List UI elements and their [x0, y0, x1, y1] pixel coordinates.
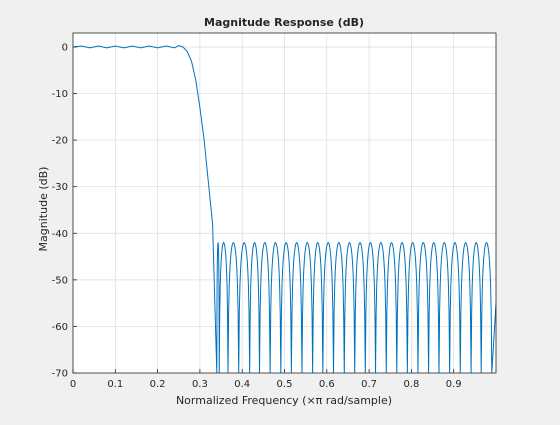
x-tick-label: 0.9 [446, 379, 462, 390]
x-axis-label: Normalized Frequency (×π rad/sample) [176, 394, 392, 407]
x-tick-label: 0.7 [361, 379, 377, 390]
y-tick-label: -10 [52, 89, 68, 100]
x-tick-label: 0.8 [403, 379, 419, 390]
y-tick-label: -40 [52, 229, 68, 240]
x-tick-label: 0.1 [107, 379, 123, 390]
x-tick-label: 0.4 [234, 379, 250, 390]
y-tick-label: -50 [52, 275, 68, 286]
axis-ticks: 0 0.1 0.2 0.3 0.4 0.5 0.6 0.7 0.8 0.9 0 -10 -20 -30 -4… [52, 42, 462, 390]
x-tick-label: 0.6 [319, 379, 335, 390]
y-tick-label: 0 [62, 42, 68, 53]
y-tick-label: -20 [52, 136, 68, 147]
chart-title: Magnitude Response (dB) [204, 16, 364, 29]
y-axis-label: Magnitude (dB) [37, 167, 50, 252]
y-tick-label: -30 [52, 182, 68, 193]
x-tick-label: 0 [70, 379, 76, 390]
y-tick-label: -70 [52, 369, 68, 380]
grid [73, 33, 496, 373]
x-tick-label: 0.3 [192, 379, 208, 390]
x-tick-label: 0.5 [277, 379, 293, 390]
magnitude-response-line [73, 45, 496, 373]
y-tick-label: -60 [52, 322, 68, 333]
x-tick-label: 0.2 [150, 379, 166, 390]
